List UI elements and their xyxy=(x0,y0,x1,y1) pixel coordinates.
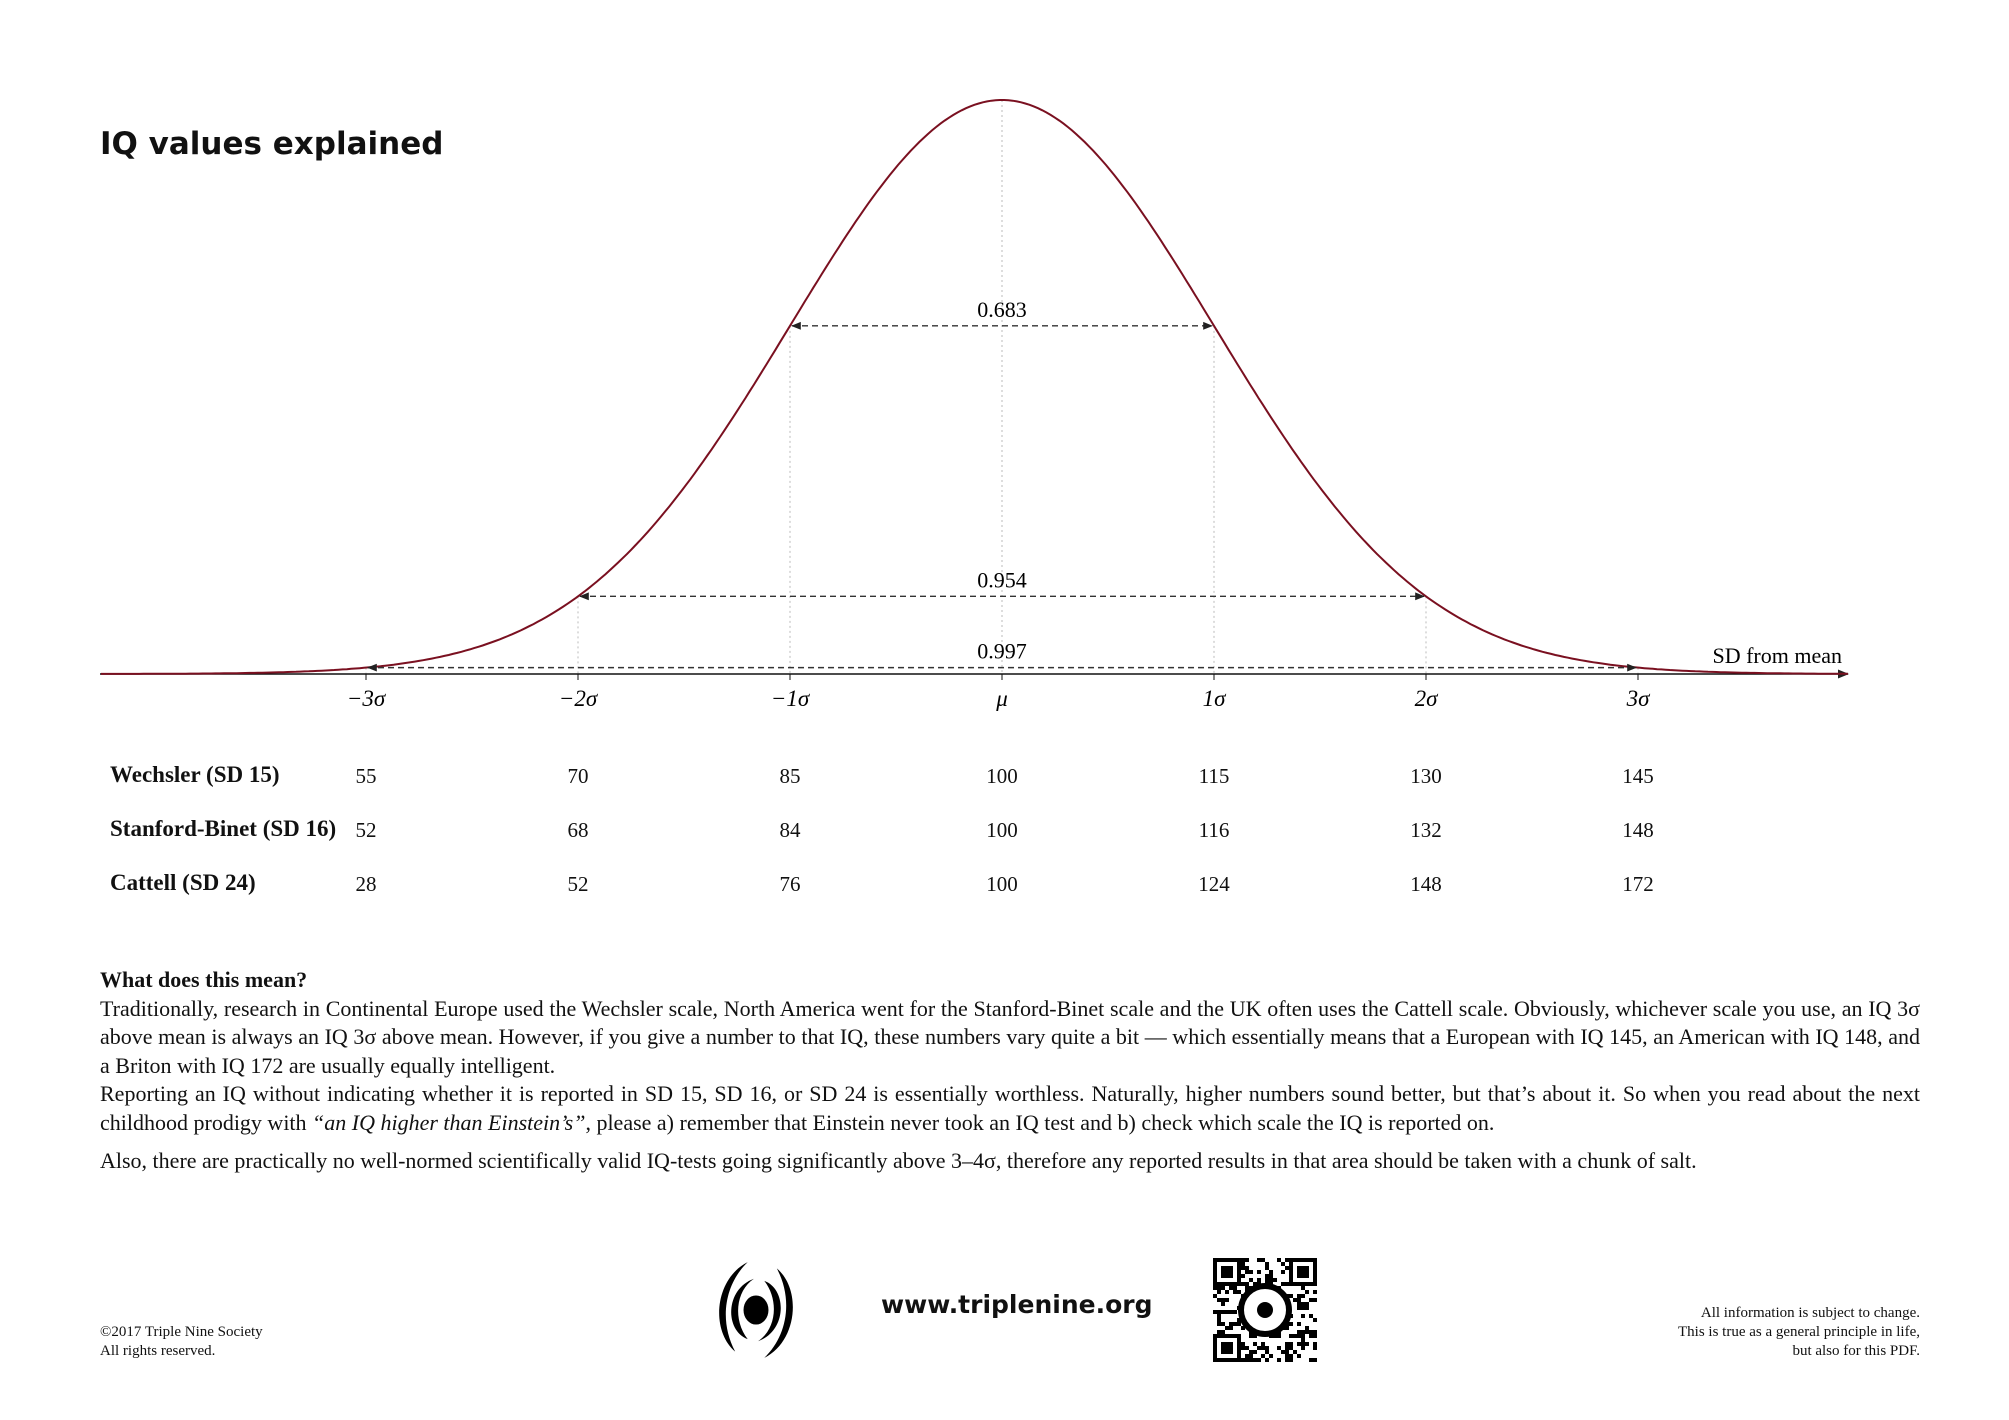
disclaimer-line-1: All information is subject to change. xyxy=(1700,1305,1920,1321)
x-tick-label: 1σ xyxy=(1203,686,1228,711)
paragraph-3: Also, there are practically no well-norm… xyxy=(100,1148,1697,1173)
table-cell: 85 xyxy=(779,764,801,788)
table-cell: 84 xyxy=(779,818,801,842)
disclaimer: All information is subject to change. Th… xyxy=(1678,1304,1920,1361)
table-cell: 148 xyxy=(1410,872,1442,896)
table-cell: 100 xyxy=(986,764,1018,788)
copyright: ©2017 Triple Nine Society All rights res… xyxy=(100,1323,263,1361)
interval-probability-label: 0.683 xyxy=(977,297,1027,322)
x-tick-label: 3σ xyxy=(1626,686,1652,711)
x-tick-label: −3σ xyxy=(347,686,387,711)
table-cell: 55 xyxy=(355,764,377,788)
disclaimer-line-3: but also for this PDF. xyxy=(1792,1343,1920,1359)
table-cell: 100 xyxy=(986,818,1018,842)
table-cell: 52 xyxy=(567,872,589,896)
paragraph-1: Traditionally, research in Continental E… xyxy=(100,995,1920,1078)
table-cell: 76 xyxy=(779,872,801,896)
qr-code-icon[interactable] xyxy=(1213,1258,1317,1362)
copyright-line-2: All rights reserved. xyxy=(100,1343,216,1359)
interval-probability-label: 0.997 xyxy=(977,639,1027,664)
paragraph-2: Reporting an IQ without indicating wheth… xyxy=(100,1080,1920,1137)
x-tick-label: 2σ xyxy=(1415,686,1440,711)
einstein-quote: “an IQ higher than Einstein’s” xyxy=(312,1109,586,1135)
table-cell: 70 xyxy=(567,764,589,788)
table-cell: 52 xyxy=(355,818,377,842)
table-row-label: Wechsler (SD 15) xyxy=(110,762,280,787)
explanation-text: What does this mean? Traditionally, rese… xyxy=(100,966,1920,1176)
table-cell: 148 xyxy=(1622,818,1654,842)
table-row-label: Stanford-Binet (SD 16) xyxy=(110,816,337,841)
table-cell: 28 xyxy=(355,872,377,896)
table-cell: 130 xyxy=(1410,764,1442,788)
table-cell: 100 xyxy=(986,872,1018,896)
explanation-heading: What does this mean? xyxy=(100,967,308,992)
spiral-logo-icon xyxy=(719,1262,793,1358)
density-curve xyxy=(101,99,1848,675)
x-axis-label: SD from mean xyxy=(1712,643,1842,668)
x-tick-label: μ xyxy=(995,686,1008,711)
table-cell: 145 xyxy=(1622,764,1654,788)
paragraph-2-start: Reporting an IQ without indicating wheth… xyxy=(100,1081,1920,1135)
table-cell: 172 xyxy=(1622,872,1654,896)
x-tick-label: −1σ xyxy=(771,686,811,711)
x-tick-label: −2σ xyxy=(559,686,599,711)
table-cell: 115 xyxy=(1198,764,1230,788)
website-link[interactable]: www.triplenine.org xyxy=(881,1290,1153,1319)
interval-probability-label: 0.954 xyxy=(977,567,1027,592)
paragraph-2-end: , please a) remember that Einstein never… xyxy=(585,1109,1495,1135)
table-row-label: Cattell (SD 24) xyxy=(110,870,256,895)
table-cell: 124 xyxy=(1198,872,1230,896)
table-cell: 132 xyxy=(1410,818,1442,842)
table-cell: 116 xyxy=(1198,818,1230,842)
copyright-line-1: ©2017 Triple Nine Society xyxy=(100,1324,263,1340)
disclaimer-line-2: This is true as a general principle in l… xyxy=(1678,1324,1920,1340)
table-cell: 68 xyxy=(567,818,589,842)
page-title: IQ values explained xyxy=(100,126,444,162)
